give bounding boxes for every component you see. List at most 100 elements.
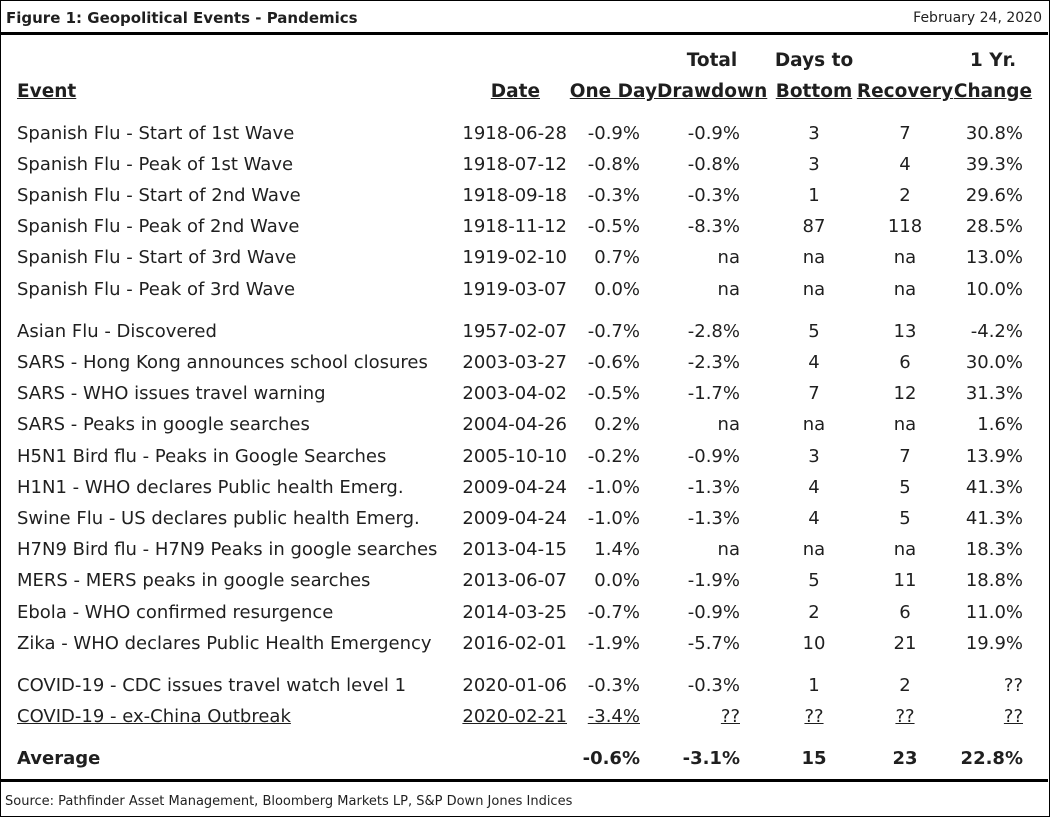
row-days-to-bottom: 10 <box>802 633 826 654</box>
col-header-event: Event <box>17 81 77 102</box>
col-header-days: Days to Bottom <box>764 45 864 107</box>
row-date: 2005-10-10 <box>462 446 567 467</box>
row-one-day: -0.5% <box>587 216 640 237</box>
row-drawdown: -0.3% <box>687 675 740 696</box>
col-header-recovery: Recovery <box>856 81 954 102</box>
col-header-drawdown-line1: Total <box>686 50 738 71</box>
row-recovery: na <box>893 539 917 560</box>
row-days-to-bottom: na <box>802 279 826 300</box>
row-date: 2020-01-06 <box>462 675 567 696</box>
row-date: 2003-03-27 <box>462 352 567 373</box>
average-recovery: 23 <box>892 748 918 769</box>
col-header-one-day: One Day <box>569 81 657 102</box>
row-days-to-bottom: 7 <box>808 383 820 404</box>
row-drawdown: -0.9% <box>687 602 740 623</box>
row-one-day: -0.3% <box>587 185 640 206</box>
row-drawdown: ?? <box>720 706 740 727</box>
row-1yr-change: -4.2% <box>970 321 1023 342</box>
average-change: 22.8% <box>960 748 1023 769</box>
table-row: Spanish Flu - Peak of 3rd Wave 1919-03-07… <box>0 274 1048 305</box>
row-recovery: 4 <box>899 154 911 175</box>
row-1yr-change: 41.3% <box>965 508 1023 529</box>
table-row: SARS - WHO issues travel warning 2003-04-… <box>0 378 1048 409</box>
row-date: 1918-11-12 <box>462 216 567 237</box>
average-one-day: -0.6% <box>582 748 640 769</box>
row-one-day: -1.9% <box>587 633 640 654</box>
row-days-to-bottom: na <box>802 414 826 435</box>
table-row: Zika - WHO declares Public Health Emerge… <box>0 628 1048 659</box>
average-row: Average -0.6% -3.1% 15 23 22.8% <box>0 743 1048 774</box>
row-drawdown: -1.3% <box>687 508 740 529</box>
row-drawdown: na <box>717 539 740 560</box>
row-event: Asian Flu - Discovered <box>17 321 217 342</box>
table-row: COVID-19 - CDC issues travel watch level… <box>0 670 1048 701</box>
col-header-drawdown-line2: Drawdown <box>657 81 768 102</box>
row-event: Spanish Flu - Start of 3rd Wave <box>17 247 297 268</box>
col-header-days-line1: Days to <box>774 50 854 71</box>
row-drawdown: -8.3% <box>687 216 740 237</box>
row-one-day: 1.4% <box>594 539 640 560</box>
table-row: Asian Flu - Discovered 1957-02-07 -0.7% -2.… <box>0 316 1048 347</box>
row-event: COVID-19 - CDC issues travel watch level… <box>17 675 407 696</box>
row-date: 2009-04-24 <box>462 477 567 498</box>
row-date: 1919-03-07 <box>462 279 567 300</box>
table-row: SARS - Peaks in google searches 2004-04-2… <box>0 409 1048 440</box>
row-days-to-bottom: 1 <box>808 185 820 206</box>
row-drawdown: na <box>717 414 740 435</box>
row-1yr-change: 29.6% <box>965 185 1023 206</box>
row-days-to-bottom: 4 <box>808 352 820 373</box>
row-event: Spanish Flu - Peak of 2nd Wave <box>17 216 300 237</box>
row-date: 2016-02-01 <box>462 633 567 654</box>
row-1yr-change: 1.6% <box>977 414 1023 435</box>
table-row: SARS - Hong Kong announces school closur… <box>0 347 1048 378</box>
row-one-day: -3.4% <box>587 706 640 727</box>
row-drawdown: na <box>717 247 740 268</box>
row-days-to-bottom: 5 <box>808 570 820 591</box>
row-1yr-change: 30.0% <box>965 352 1023 373</box>
row-recovery: na <box>893 279 917 300</box>
row-days-to-bottom: 87 <box>802 216 826 237</box>
row-days-to-bottom: na <box>802 247 826 268</box>
row-days-to-bottom: 4 <box>808 508 820 529</box>
row-days-to-bottom: ?? <box>804 706 824 727</box>
row-drawdown: -2.3% <box>687 352 740 373</box>
row-event: SARS - Hong Kong announces school closur… <box>17 352 428 373</box>
col-header-change-line2: Change <box>953 81 1033 102</box>
row-event: Swine Flu - US declares public health Em… <box>17 508 420 529</box>
table-row: Spanish Flu - Start of 1st Wave 1918-06-2… <box>0 118 1048 149</box>
footer-rule <box>0 779 1048 782</box>
row-one-day: 0.0% <box>594 279 640 300</box>
table-row: MERS - MERS peaks in google searches 2013… <box>0 565 1048 596</box>
row-date: 2003-04-02 <box>462 383 567 404</box>
row-1yr-change: 19.9% <box>965 633 1023 654</box>
row-1yr-change: 39.3% <box>965 154 1023 175</box>
table-row: H1N1 - WHO declares Public health Emerg.… <box>0 472 1048 503</box>
row-1yr-change: 28.5% <box>965 216 1023 237</box>
col-header-drawdown: Total Drawdown <box>657 45 767 107</box>
row-days-to-bottom: 3 <box>808 123 820 144</box>
row-one-day: -0.8% <box>587 154 640 175</box>
row-1yr-change: 13.9% <box>965 446 1023 467</box>
row-event: H1N1 - WHO declares Public health Emerg. <box>17 477 404 498</box>
row-recovery: 6 <box>899 602 911 623</box>
row-recovery: 2 <box>899 185 911 206</box>
table-row: H7N9 Bird flu - H7N9 Peaks in google sea… <box>0 534 1048 565</box>
row-one-day: 0.2% <box>594 414 640 435</box>
row-1yr-change: 11.0% <box>965 602 1023 623</box>
row-event: MERS - MERS peaks in google searches <box>17 570 371 591</box>
table-row: COVID-19 - ex-China Outbreak 2020-02-21 -3… <box>0 701 1048 732</box>
row-event: Spanish Flu - Peak of 1st Wave <box>17 154 294 175</box>
row-drawdown: -0.9% <box>687 123 740 144</box>
row-recovery: 5 <box>899 508 911 529</box>
row-drawdown: -2.8% <box>687 321 740 342</box>
row-recovery: na <box>893 247 917 268</box>
row-recovery: 6 <box>899 352 911 373</box>
row-recovery: 13 <box>893 321 917 342</box>
row-event: Spanish Flu - Start of 1st Wave <box>17 123 295 144</box>
row-drawdown: -1.3% <box>687 477 740 498</box>
row-1yr-change: ?? <box>1003 706 1023 727</box>
row-recovery: 5 <box>899 477 911 498</box>
row-days-to-bottom: 3 <box>808 154 820 175</box>
row-date: 1919-02-10 <box>462 247 567 268</box>
row-1yr-change: 30.8% <box>965 123 1023 144</box>
